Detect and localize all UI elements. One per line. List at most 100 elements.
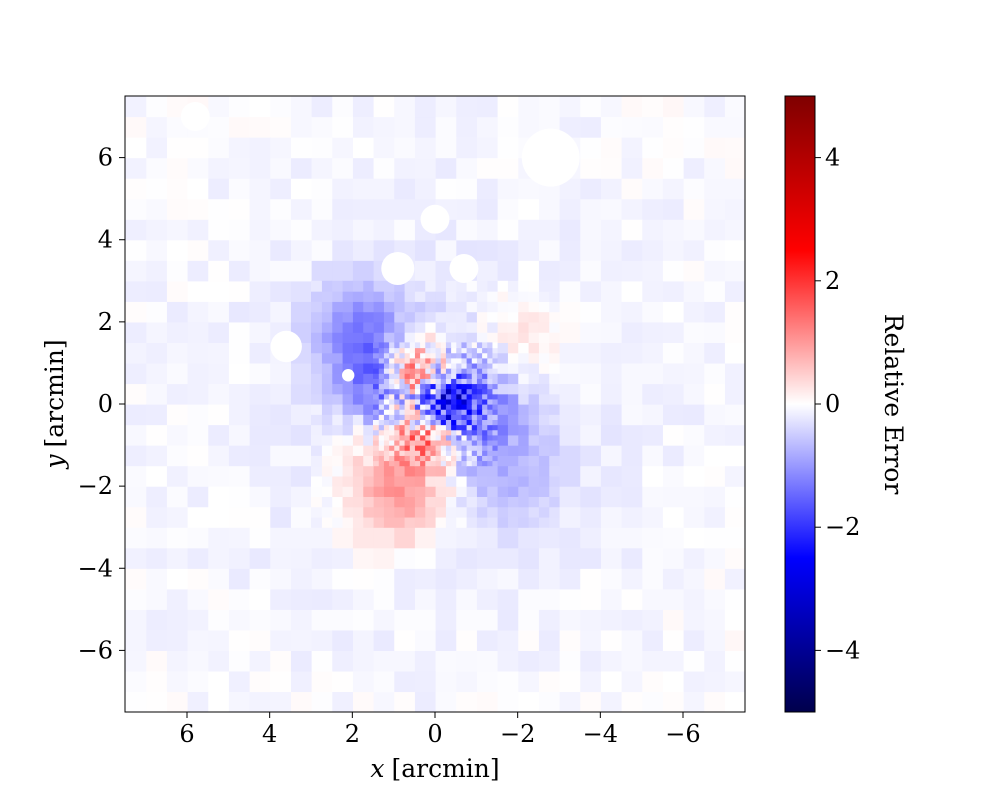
heatmap-cell <box>440 368 446 374</box>
heatmap-cell <box>538 475 550 487</box>
heatmap-cell <box>414 450 421 456</box>
heatmap-cell <box>362 352 374 364</box>
heatmap-cell <box>450 347 457 354</box>
heatmap-cell <box>419 424 426 431</box>
heatmap-cell <box>455 116 477 138</box>
heatmap-cell <box>393 609 415 631</box>
heatmap-cell <box>476 311 488 323</box>
heatmap-cell <box>388 445 395 451</box>
heatmap-cell <box>517 321 529 333</box>
heatmap-cell <box>228 260 250 282</box>
heatmap-cell <box>207 239 229 261</box>
heatmap-cell <box>724 486 745 508</box>
heatmap-cell <box>440 373 446 379</box>
heatmap-cell <box>393 460 400 467</box>
heatmap-cell <box>600 383 622 405</box>
heatmap-cell <box>373 157 395 179</box>
heatmap-cell <box>373 137 395 159</box>
heatmap-cell <box>373 291 384 302</box>
heatmap-cell <box>497 486 508 497</box>
heatmap-cell <box>641 650 663 672</box>
heatmap-cell <box>373 629 395 651</box>
heatmap-cell <box>471 342 477 349</box>
heatmap-cell <box>641 568 663 590</box>
heatmap-cell <box>290 445 312 467</box>
heatmap-cell <box>378 357 384 364</box>
heatmap-cell <box>414 96 436 118</box>
heatmap-cell <box>662 321 684 343</box>
heatmap-cell <box>476 301 488 313</box>
heatmap-cell <box>703 527 725 549</box>
heatmap-cell <box>383 311 395 323</box>
heatmap-cell <box>440 393 446 400</box>
heatmap-cell <box>641 260 663 282</box>
heatmap-cell <box>440 409 446 415</box>
heatmap-cell <box>435 116 457 138</box>
heatmap-cell <box>445 455 452 462</box>
heatmap-cell <box>290 383 312 405</box>
heatmap-cell <box>486 409 493 415</box>
heatmap-cell <box>321 291 333 302</box>
heatmap-cell <box>579 506 601 528</box>
heatmap-cell <box>414 629 436 651</box>
heatmap-cell <box>373 388 379 395</box>
heatmap-cell <box>145 157 167 179</box>
heatmap-cell <box>559 588 581 610</box>
heatmap-cell <box>249 198 271 220</box>
heatmap-cell <box>548 516 560 528</box>
heatmap-cell <box>683 342 705 364</box>
heatmap-cell <box>311 198 333 220</box>
heatmap-cell <box>409 373 415 379</box>
heatmap-cell <box>321 455 333 467</box>
heatmap-cell <box>398 383 405 390</box>
heatmap-cell <box>460 450 467 456</box>
heatmap-cell <box>373 409 379 415</box>
heatmap-cell <box>362 291 374 302</box>
heatmap-cell <box>528 434 539 446</box>
heatmap-cell <box>393 388 400 395</box>
heatmap-cell <box>507 362 519 374</box>
heatmap-cell <box>414 388 421 395</box>
heatmap-cell <box>507 291 519 302</box>
heatmap-cell <box>538 516 550 528</box>
heatmap-cell <box>440 414 446 420</box>
heatmap-cell <box>269 239 291 261</box>
heatmap-cell <box>621 280 643 302</box>
heatmap-cell <box>419 368 426 374</box>
heatmap-cell <box>476 450 483 456</box>
heatmap-cell <box>145 137 167 159</box>
heatmap-cell <box>321 352 333 364</box>
heatmap-cell <box>125 362 147 385</box>
heatmap-cell <box>460 434 467 441</box>
heatmap-cell <box>290 178 312 200</box>
heatmap-cell <box>373 429 379 436</box>
heatmap-cell <box>491 460 498 467</box>
heatmap-cell <box>398 424 405 431</box>
heatmap-cell <box>331 527 353 549</box>
heatmap-cell <box>398 460 405 467</box>
heatmap-cell <box>125 404 147 426</box>
heatmap-cell <box>703 96 725 118</box>
heatmap-cell <box>352 445 364 456</box>
heatmap-cell <box>466 429 472 436</box>
heatmap-cell <box>455 486 467 497</box>
heatmap-cell <box>435 419 441 426</box>
heatmap-cell <box>342 445 353 456</box>
heatmap-cell <box>491 450 498 456</box>
heatmap-cell <box>481 373 488 379</box>
heatmap-cell <box>481 455 488 462</box>
heatmap-cell <box>517 260 539 282</box>
heatmap-cell <box>450 434 457 441</box>
heatmap-cell <box>249 157 271 179</box>
heatmap-cell <box>579 321 601 343</box>
heatmap-cell <box>724 116 745 138</box>
heatmap-cell <box>409 342 415 349</box>
heatmap-cell <box>207 506 229 528</box>
heatmap-cell <box>373 455 379 462</box>
heatmap-cell <box>383 368 390 374</box>
heatmap-cell <box>249 96 271 118</box>
heatmap-cell <box>398 414 405 420</box>
heatmap-cell <box>378 424 384 431</box>
heatmap-cell <box>429 455 436 462</box>
heatmap-cell <box>476 439 483 446</box>
